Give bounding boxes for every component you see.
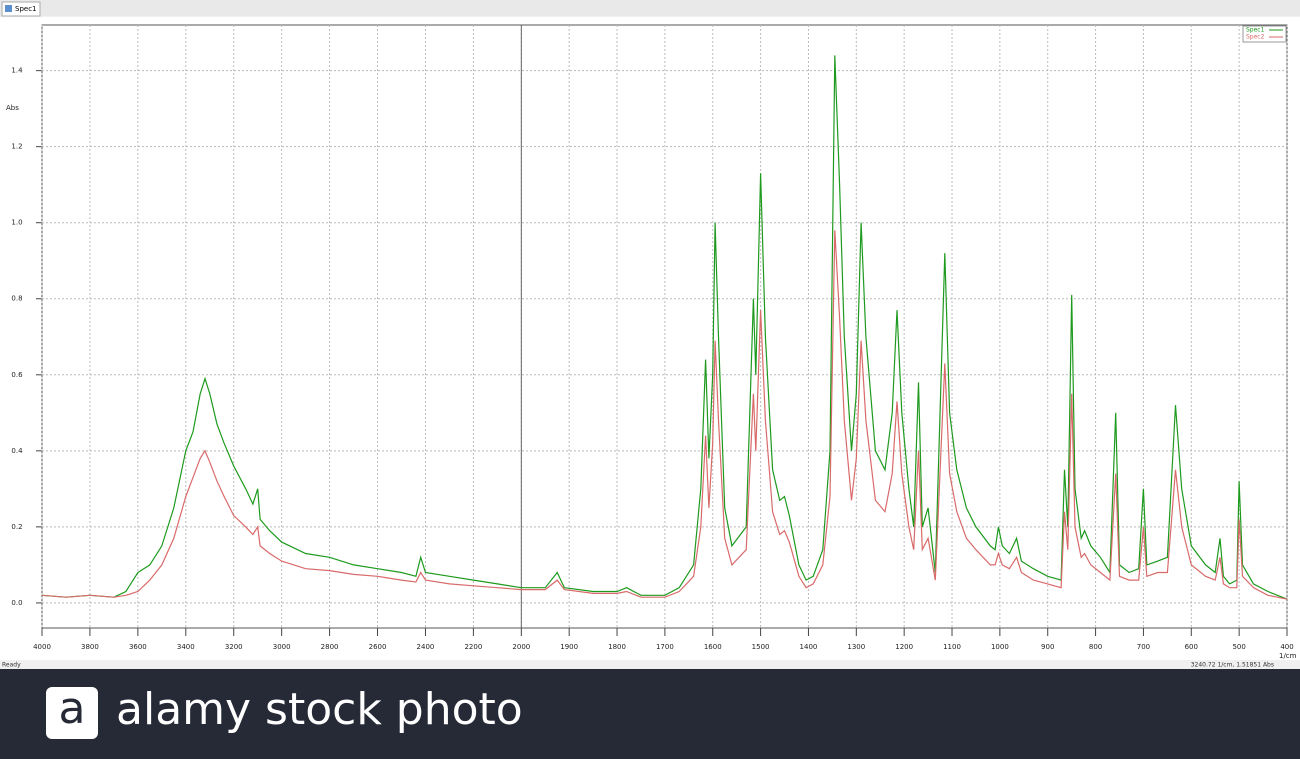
x-tick-label: 3800 [81, 643, 99, 651]
x-tick-label: 400 [1280, 643, 1293, 651]
spectrum-line [41, 230, 1288, 600]
x-tick-label: 3200 [225, 643, 243, 651]
y-tick-label: 0.4 [11, 447, 23, 455]
x-tick-label: 2600 [369, 643, 387, 651]
x-tick-label: 2400 [417, 643, 435, 651]
status-text: Ready [2, 662, 21, 669]
x-tick-label: 3600 [129, 643, 147, 651]
x-tick-label: 800 [1089, 643, 1102, 651]
y-tick-label: 1.0 [11, 219, 22, 227]
y-axis-label: Abs [6, 104, 19, 112]
x-tick-label: 1600 [704, 643, 722, 651]
x-tick-label: 700 [1137, 643, 1150, 651]
y-tick-label: 1.2 [11, 143, 22, 151]
x-tick-label: 3000 [273, 643, 291, 651]
x-tick-label: 600 [1185, 643, 1198, 651]
tab-bar [0, 0, 1300, 16]
cursor-readout: 3240.72 1/cm, 1.51851 Abs [1191, 662, 1274, 669]
x-tick-label: 500 [1232, 643, 1245, 651]
spectrum-line [41, 55, 1288, 600]
x-tick-label: 2000 [512, 643, 530, 651]
x-tick-label: 1700 [656, 643, 674, 651]
x-tick-label: 1200 [895, 643, 913, 651]
x-tick-label: 1100 [943, 643, 961, 651]
x-tick-label: 1400 [800, 643, 818, 651]
y-tick-label: 0.8 [11, 295, 22, 303]
y-tick-label: 0.2 [11, 523, 22, 531]
tab-label: Spec1 [15, 5, 37, 13]
tab-icon [5, 5, 12, 12]
x-tick-label: 2200 [464, 643, 482, 651]
x-tick-label: 4000 [33, 643, 51, 651]
x-tick-label: 1500 [752, 643, 770, 651]
x-tick-label: 1000 [991, 643, 1009, 651]
y-tick-label: 0.0 [11, 599, 22, 607]
x-axis-label: 1/cm [1279, 652, 1297, 660]
y-tick-label: 0.6 [11, 371, 23, 379]
legend-label: Spec2 [1246, 34, 1265, 41]
x-tick-label: 1300 [847, 643, 865, 651]
x-tick-label: 900 [1041, 643, 1054, 651]
footer-text: alamy stock photo [116, 684, 523, 735]
y-tick-label: 1.4 [11, 67, 23, 75]
footer-logo [46, 687, 98, 739]
x-tick-label: 2800 [321, 643, 339, 651]
x-tick-label: 1900 [560, 643, 578, 651]
x-tick-label: 1800 [608, 643, 626, 651]
status-bar [0, 660, 1300, 669]
legend-label: Spec1 [1246, 27, 1265, 34]
x-tick-label: 3400 [177, 643, 195, 651]
footer-band [0, 669, 1300, 759]
plot: Abs 1/cm 0.0 0.2 0.4 0.6 0.8 1.0 1.2 1.4 4000 3800 3… [6, 24, 1297, 660]
footer-logo-letter: a [59, 683, 86, 734]
